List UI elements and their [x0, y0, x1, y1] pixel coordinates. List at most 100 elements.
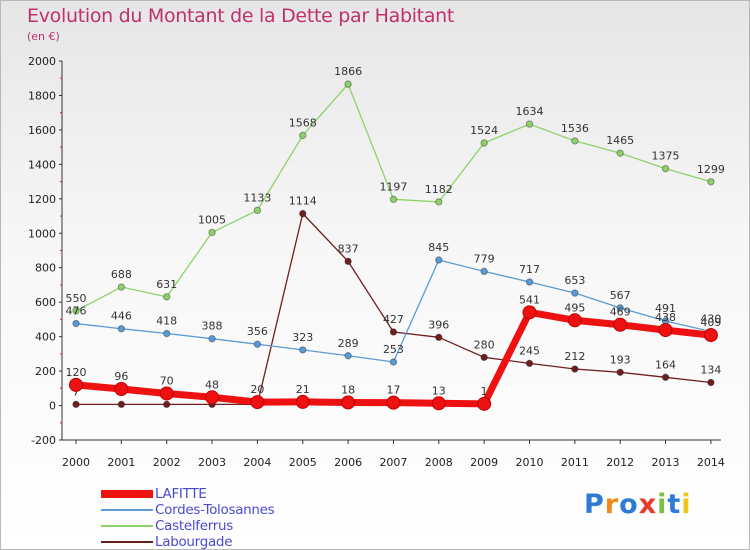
y-tick-label: 400 — [35, 331, 56, 344]
data-label: 550 — [66, 292, 87, 305]
data-label: 495 — [564, 301, 585, 314]
logo-letter: t — [667, 489, 682, 520]
data-label: 212 — [564, 350, 585, 363]
data-label: 96 — [114, 370, 128, 383]
y-tick-label: 1200 — [28, 193, 56, 206]
data-label: 1866 — [334, 65, 362, 78]
y-tick-label: 0 — [49, 400, 56, 413]
y-tick-label: 1400 — [28, 158, 56, 171]
data-point — [159, 386, 174, 401]
data-point — [389, 195, 398, 204]
proxiti-logo: Proxiti — [584, 489, 692, 520]
data-point — [480, 267, 488, 276]
data-point — [525, 278, 534, 286]
data-point — [616, 304, 624, 312]
legend: LAFITTE Cordes-Tolosannes Castelferrus Labo… — [101, 486, 401, 549]
data-label: 653 — [564, 274, 585, 287]
data-point — [389, 328, 398, 336]
y-tick-label: 800 — [35, 262, 56, 275]
data-label: 446 — [111, 310, 132, 323]
data-point — [658, 323, 673, 338]
data-label: 1197 — [379, 180, 407, 193]
data-label: 396 — [428, 318, 449, 331]
y-tick-label: 2000 — [28, 55, 56, 68]
data-point — [117, 325, 126, 333]
data-label: 134 — [700, 363, 721, 376]
data-label: 245 — [519, 344, 540, 357]
legend-swatch — [101, 509, 153, 511]
data-label: 688 — [111, 268, 132, 281]
x-tick-label: 2009 — [470, 456, 498, 469]
chart-subtitle: (en €) — [27, 30, 60, 43]
data-label: 476 — [66, 305, 87, 318]
data-point — [117, 283, 126, 291]
data-point — [571, 365, 579, 373]
legend-item: LAFITTE — [101, 486, 401, 502]
data-point — [344, 257, 352, 266]
data-point — [386, 395, 401, 410]
data-point — [661, 373, 670, 381]
y-tick-label: 600 — [35, 296, 56, 309]
x-tick-label: 2000 — [62, 456, 90, 469]
data-label: 1465 — [606, 134, 634, 147]
data-point — [389, 358, 398, 366]
legend-label: LAFITTE — [155, 486, 207, 502]
data-label: 193 — [610, 353, 631, 366]
data-point — [661, 164, 670, 173]
data-point — [616, 149, 624, 157]
x-tick-label: 2007 — [379, 456, 407, 469]
data-point — [616, 368, 624, 376]
data-label: 323 — [292, 331, 313, 344]
data-point — [299, 131, 307, 140]
data-point — [299, 209, 307, 218]
data-label: 20 — [250, 383, 264, 396]
data-label: 1375 — [652, 150, 680, 163]
data-label: 469 — [610, 306, 631, 319]
data-label: 837 — [338, 242, 359, 255]
x-tick-label: 2002 — [153, 456, 181, 469]
data-label: 18 — [341, 383, 355, 396]
legend-swatch — [101, 490, 153, 498]
data-point — [525, 359, 534, 368]
legend-swatch — [101, 525, 153, 527]
data-label: 567 — [610, 289, 631, 302]
data-point — [72, 319, 80, 328]
x-tick-label: 2005 — [289, 456, 317, 469]
data-point — [117, 400, 126, 409]
data-point — [72, 400, 80, 409]
x-tick-label: 2001 — [107, 456, 135, 469]
data-point — [431, 396, 446, 411]
logo-letter: o — [619, 489, 639, 520]
data-point — [522, 305, 537, 320]
data-label: 48 — [205, 378, 219, 391]
data-label: 491 — [655, 302, 676, 315]
data-label: 253 — [383, 343, 404, 356]
y-tick-label: 1800 — [28, 89, 56, 102]
data-point — [299, 346, 307, 354]
data-point — [208, 335, 216, 343]
x-tick-label: 2013 — [652, 456, 680, 469]
data-point — [205, 390, 220, 405]
data-label: 1524 — [470, 124, 498, 137]
data-point — [480, 139, 488, 147]
data-point — [208, 228, 216, 237]
y-tick-label: 1000 — [28, 227, 56, 240]
data-label: 845 — [428, 241, 449, 254]
data-point — [163, 329, 171, 338]
data-point — [477, 396, 492, 411]
x-tick-label: 2012 — [606, 456, 634, 469]
data-label: 1568 — [289, 116, 317, 129]
data-label: 356 — [247, 325, 268, 338]
x-tick-label: 2004 — [243, 456, 271, 469]
data-label: 289 — [338, 337, 359, 350]
data-point — [344, 352, 352, 360]
logo-letter: i — [681, 489, 692, 520]
data-label: 280 — [474, 338, 495, 351]
data-point — [344, 80, 352, 88]
x-tick-label: 2006 — [334, 456, 362, 469]
data-label: 1634 — [516, 105, 544, 118]
data-label: 388 — [202, 320, 223, 333]
legend-item: Castelferrus — [101, 518, 401, 534]
y-tick-label: 200 — [35, 365, 56, 378]
